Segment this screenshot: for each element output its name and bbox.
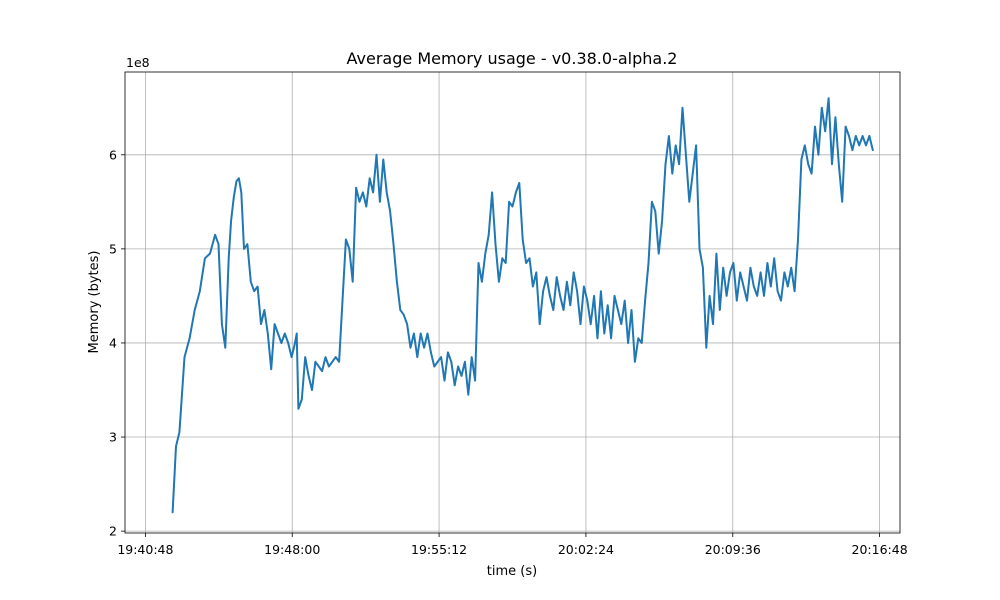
y-tick-label: 2 [109, 524, 117, 539]
x-axis-label: time (s) [487, 564, 537, 579]
chart-title: Average Memory usage - v0.38.0-alpha.2 [347, 49, 678, 68]
y-tick-label: 5 [109, 241, 117, 256]
ticks: 19:40:48 19:48:00 19:55:12 20:02:24 20:09:36… [109, 147, 908, 557]
y-offset-label: 1e8 [126, 55, 150, 70]
x-tick-label: 20:02:24 [558, 542, 614, 557]
y-axis-label: Memory (bytes) [87, 251, 102, 354]
memory-series-line [171, 97, 874, 514]
x-tick-label: 19:55:12 [411, 542, 467, 557]
y-tick-label: 6 [109, 147, 117, 162]
y-tick-label: 3 [109, 430, 117, 445]
x-tick-label: 20:16:48 [852, 542, 908, 557]
series-line-group [171, 97, 874, 514]
plot-frame [124, 71, 901, 534]
y-tick-label: 4 [109, 335, 117, 350]
x-tick-label: 20:09:36 [705, 542, 761, 557]
grid [125, 72, 900, 533]
x-tick-label: 19:40:48 [117, 542, 173, 557]
x-tick-label: 19:48:00 [264, 542, 320, 557]
